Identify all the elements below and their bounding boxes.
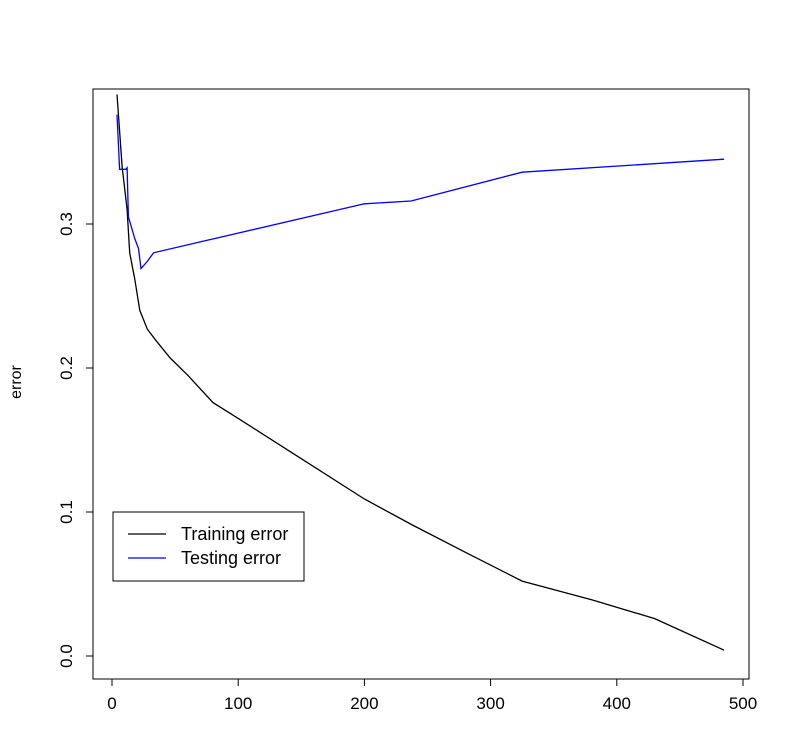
- legend: Training error Testing error: [112, 511, 305, 582]
- y-tick-label: 0.1: [57, 500, 76, 524]
- x-tick-label: 200: [350, 694, 378, 713]
- series-line-training: [116, 94, 725, 651]
- series-line-testing: [116, 114, 725, 271]
- y-tick-label: 0.2: [57, 356, 76, 380]
- legend-label-training: Training error: [181, 524, 288, 544]
- legend-box: [112, 511, 305, 582]
- legend-label-testing: Testing error: [181, 548, 281, 568]
- plot-box: [92, 88, 750, 680]
- series-layer: [116, 94, 725, 651]
- y-axis-label: error: [8, 364, 25, 398]
- y-tick-label: 0.3: [57, 212, 76, 236]
- axis-layer: 0 100 200 300 400 500 0.0 0.1 0.2 0.3: [57, 212, 757, 713]
- x-tick-label: 500: [729, 694, 757, 713]
- x-tick-label: 0: [107, 694, 116, 713]
- x-tick-label: 300: [476, 694, 504, 713]
- x-tick-label: 100: [224, 694, 252, 713]
- x-tick-label: 400: [603, 694, 631, 713]
- y-tick-label: 0.0: [57, 644, 76, 668]
